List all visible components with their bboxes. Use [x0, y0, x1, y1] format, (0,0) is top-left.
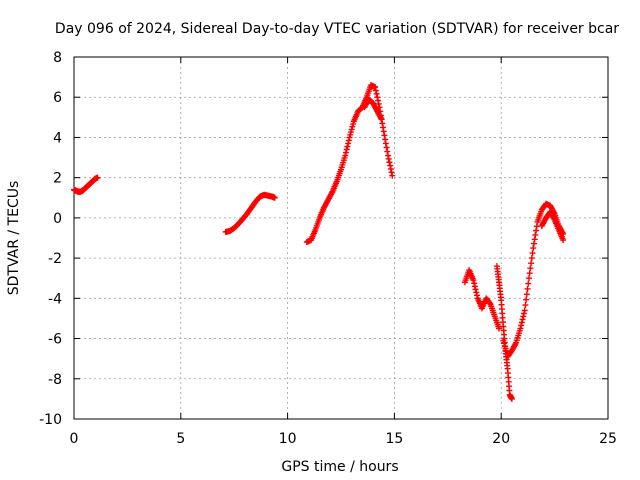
data-point — [345, 140, 352, 147]
data-point — [527, 265, 534, 272]
data-point — [526, 270, 533, 277]
data-point — [344, 143, 351, 150]
y-tick-label: -4 — [48, 291, 62, 307]
data-point — [383, 144, 390, 151]
y-tick-label: 4 — [53, 130, 62, 146]
data-point — [520, 313, 527, 320]
data-point — [373, 90, 380, 97]
data-point — [384, 148, 391, 155]
data-point — [387, 162, 394, 169]
data-point — [522, 302, 529, 309]
data-point — [521, 307, 528, 314]
y-tick-label: 2 — [53, 171, 62, 187]
data-series — [303, 82, 396, 246]
y-tick-label: -10 — [39, 412, 62, 428]
data-point — [382, 136, 389, 143]
data-point — [94, 174, 101, 181]
data-series — [493, 263, 515, 402]
data-point — [472, 286, 479, 293]
x-tick-label: 15 — [385, 431, 403, 447]
data-point — [523, 291, 530, 298]
data-point — [533, 227, 540, 234]
data-point — [523, 296, 530, 303]
data-point — [525, 280, 532, 287]
data-point — [271, 194, 278, 201]
x-tick-label: 10 — [279, 431, 297, 447]
data-point — [372, 87, 379, 94]
data-series — [538, 208, 567, 244]
data-point — [473, 289, 480, 296]
y-tick-label: 8 — [53, 50, 62, 66]
data-point — [524, 285, 531, 292]
data-point — [378, 116, 385, 123]
data-point — [380, 124, 387, 131]
y-tick-label: -8 — [48, 372, 62, 388]
data-series — [71, 174, 101, 195]
data-point — [518, 319, 525, 326]
data-point — [372, 84, 379, 91]
x-tick-label: 25 — [599, 431, 617, 447]
data-point — [560, 237, 567, 244]
grid-lines — [74, 57, 608, 419]
data-point — [486, 300, 493, 307]
data-point — [345, 137, 352, 144]
chart-title: Day 096 of 2024, Sidereal Day-to-day VTE… — [55, 21, 619, 37]
axis-ticks: 0 5 10 15 20 25 -10 -8 -6 -4 -2 0 2 4 6 8 — [39, 50, 617, 447]
y-tick-label: 0 — [53, 211, 62, 227]
y-axis-label: SDTVAR / TECUs — [6, 181, 22, 296]
data-point — [529, 250, 536, 257]
data-point — [520, 310, 527, 317]
data-point — [385, 155, 392, 162]
data-point — [343, 146, 350, 153]
y-tick-label: -6 — [48, 332, 62, 348]
data-point — [530, 245, 537, 252]
data-point — [342, 152, 349, 159]
data-point — [471, 280, 478, 287]
data-point — [342, 149, 349, 156]
data-point — [517, 325, 524, 332]
data-point — [525, 275, 532, 282]
data-point — [386, 159, 393, 166]
data-series — [222, 191, 278, 235]
data-point — [382, 140, 389, 147]
x-axis-label: GPS time / hours — [281, 459, 398, 475]
data-point — [532, 231, 539, 238]
data-point — [379, 120, 386, 127]
data-point — [496, 325, 503, 332]
data-point — [471, 283, 478, 290]
data-point — [518, 322, 525, 329]
data-point — [473, 292, 480, 299]
data-points — [71, 82, 567, 402]
data-point — [470, 277, 477, 284]
data-point — [388, 169, 395, 176]
y-tick-label: 6 — [53, 90, 62, 106]
data-point — [530, 240, 537, 247]
data-series — [361, 96, 385, 123]
x-tick-label: 0 — [70, 431, 79, 447]
data-point — [531, 236, 538, 243]
data-point — [381, 132, 388, 139]
data-point — [528, 260, 535, 267]
plot-frame — [73, 56, 609, 420]
data-series — [461, 267, 503, 332]
data-point — [384, 152, 391, 159]
data-point — [508, 395, 515, 402]
x-tick-label: 5 — [176, 431, 185, 447]
data-point — [375, 97, 382, 104]
data-point — [380, 128, 387, 135]
x-tick-label: 20 — [492, 431, 510, 447]
y-tick-label: -2 — [48, 251, 62, 267]
data-point — [374, 94, 381, 101]
data-point — [519, 316, 526, 323]
data-point — [387, 165, 394, 172]
data-point — [528, 255, 535, 262]
data-point — [389, 172, 396, 179]
